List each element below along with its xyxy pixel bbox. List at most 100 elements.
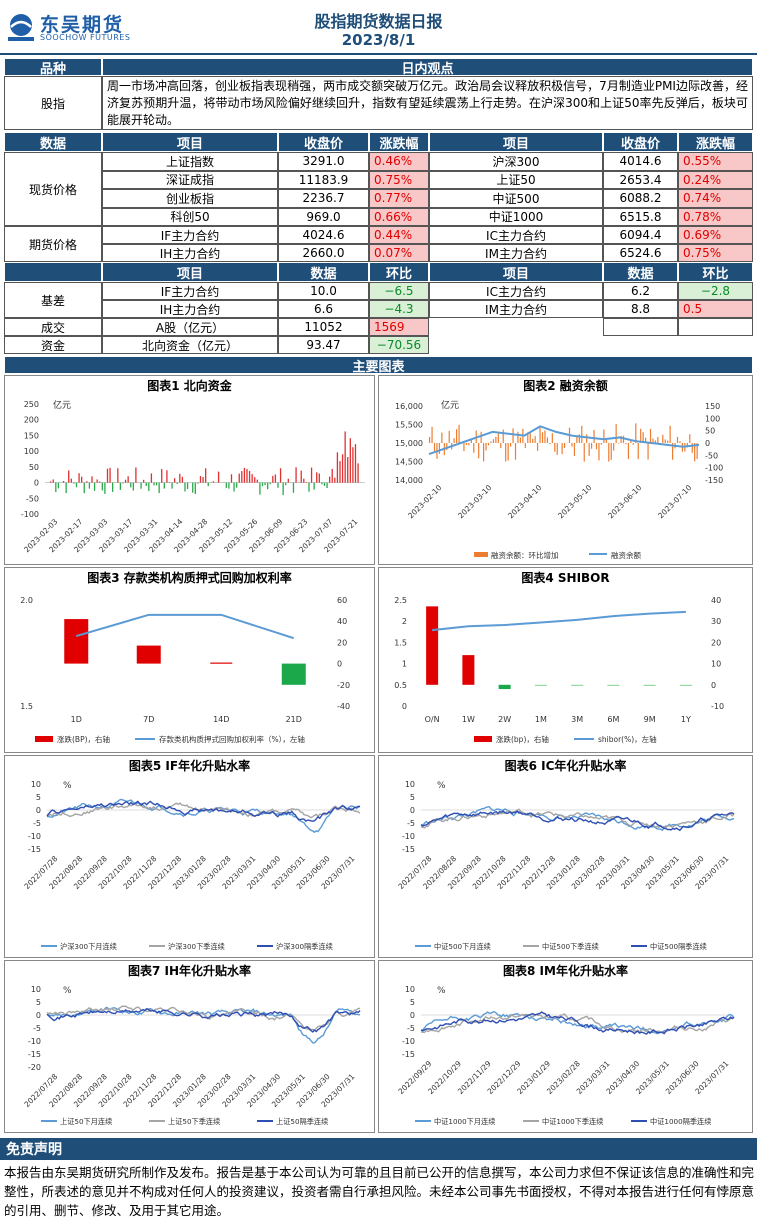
- y-tick-label: 50: [29, 463, 39, 472]
- flow-bar: [122, 482, 124, 484]
- volume-label: 成交: [4, 318, 102, 336]
- change-bar: [483, 443, 485, 462]
- flow-bar: [181, 476, 184, 483]
- change-bar: [571, 684, 584, 686]
- flow-bar: [62, 480, 65, 483]
- fund-item: 北向资金（亿元）: [102, 336, 278, 354]
- change-bar: [591, 443, 593, 449]
- x-tick-label: 1W: [462, 715, 475, 724]
- change-bar: [691, 443, 693, 453]
- change-bar: [667, 440, 669, 443]
- flow-bar: [161, 469, 163, 483]
- ph-item2: 项目: [429, 132, 603, 152]
- flow-bar: [225, 482, 227, 488]
- flow-bar: [300, 470, 302, 483]
- flow-bar: [341, 454, 344, 483]
- basis-value: 6.6: [278, 300, 369, 318]
- flow-bar: [194, 482, 196, 494]
- change-bar: [446, 443, 448, 450]
- change-bar: [429, 437, 431, 443]
- y2-tick-label: -40: [337, 702, 350, 711]
- change-bar: [586, 434, 588, 443]
- change-bar: [527, 432, 529, 443]
- bh-data1: 数据: [278, 262, 369, 282]
- x-tick-label: 6M: [607, 715, 619, 724]
- x-tick-label: 3M: [571, 715, 583, 724]
- change-bar: [492, 439, 495, 443]
- change-bar: [610, 443, 612, 460]
- y-tick-label: 0: [410, 806, 415, 815]
- flow-bar: [155, 482, 158, 486]
- flow-bar: [267, 482, 269, 490]
- y-tick-label: -15: [28, 1050, 41, 1059]
- rate-line: [75, 613, 295, 640]
- change-bar: [642, 432, 644, 443]
- flow-bar: [285, 482, 287, 486]
- flow-bar: [73, 482, 75, 484]
- chart3-svg: 2.0 1.5 60 40 20 0 -20 -40 1D 7D 14D 21D 涨跌(BP)，右轴 存款…: [20, 596, 350, 744]
- y2-tick-label: -150: [705, 476, 723, 485]
- y-tick-label: -5: [33, 819, 41, 828]
- change-bar: [495, 436, 497, 443]
- flow-bar: [259, 482, 261, 495]
- y-tick-label: -5: [407, 1024, 415, 1033]
- flow-bar: [163, 482, 165, 489]
- flow-bar: [243, 467, 246, 483]
- flow-bar: [292, 482, 295, 493]
- chart4-svg: 2.5 2 1.5 1 0.5 0 40 30 20 10 0 -10 O/N 1W 2W 1M 3M 6M 9M 1…: [394, 596, 724, 744]
- y-tick-label: 0: [36, 1011, 41, 1020]
- flow-bar: [241, 471, 243, 483]
- futures-value: 6524.6: [603, 244, 678, 262]
- flow-bar: [261, 482, 264, 487]
- x-tick-label: 1M: [535, 715, 547, 724]
- change-bar: [607, 684, 620, 686]
- y2-tick-label: 20: [337, 638, 347, 647]
- change-bar: [649, 428, 652, 443]
- change-bar: [514, 443, 517, 460]
- flow-bar: [119, 482, 122, 490]
- basis-value: 10.0: [278, 282, 369, 300]
- bh-blank: [4, 262, 102, 282]
- ph-chg2: 涨跌幅: [678, 132, 753, 152]
- flow-bar: [143, 479, 145, 483]
- chart4-title: 图表4 SHIBOR: [521, 571, 610, 585]
- change-bar: [613, 443, 615, 451]
- spot-item: 沪深300: [429, 152, 603, 171]
- flow-bar: [197, 482, 199, 484]
- y-tick-label: -5: [33, 1024, 41, 1033]
- spot-change: 0.77%: [369, 189, 429, 208]
- change-bar: [524, 443, 526, 449]
- flow-bar: [334, 477, 336, 483]
- flow-bar: [70, 478, 72, 483]
- change-bar: [210, 662, 233, 664]
- ph-chg1: 涨跌幅: [369, 132, 429, 152]
- y-tick-label: 200: [24, 416, 39, 425]
- y-tick-label: -10: [402, 832, 415, 841]
- spot-value: 6515.8: [603, 207, 678, 226]
- basis-line: [420, 808, 735, 829]
- view-text: 周一市场冲高回落，创业板指表现稍强，两市成交额突破万亿元。政治局会议释放积极信号…: [102, 76, 753, 130]
- flow-bar: [264, 482, 266, 486]
- y2-tick-label: 0: [337, 660, 342, 669]
- flow-bar: [75, 482, 78, 488]
- basis-line: [420, 810, 735, 832]
- spot-item: 中证500: [429, 189, 603, 208]
- flow-bar: [347, 456, 349, 483]
- flow-bar: [96, 479, 98, 483]
- y2-tick-label: 10: [711, 660, 721, 669]
- y-tick-label: -100: [21, 510, 39, 519]
- change-bar: [630, 439, 632, 443]
- view-label: 股指: [4, 76, 102, 130]
- y-tick-label: 0.5: [394, 681, 407, 690]
- flow-bar: [168, 481, 171, 483]
- y-tick-label: -10: [28, 832, 41, 841]
- spot-change: 0.55%: [678, 152, 753, 171]
- chart6-title: 图表6 IC年化升贴水率: [504, 759, 627, 773]
- legend-swatch: [474, 736, 492, 742]
- change-bar: [470, 439, 472, 443]
- change-bar: [490, 441, 492, 443]
- change-bar: [487, 443, 490, 446]
- change-bar: [689, 434, 691, 443]
- y-tick-label: -10: [402, 1037, 415, 1046]
- spot-change: 0.78%: [678, 207, 753, 226]
